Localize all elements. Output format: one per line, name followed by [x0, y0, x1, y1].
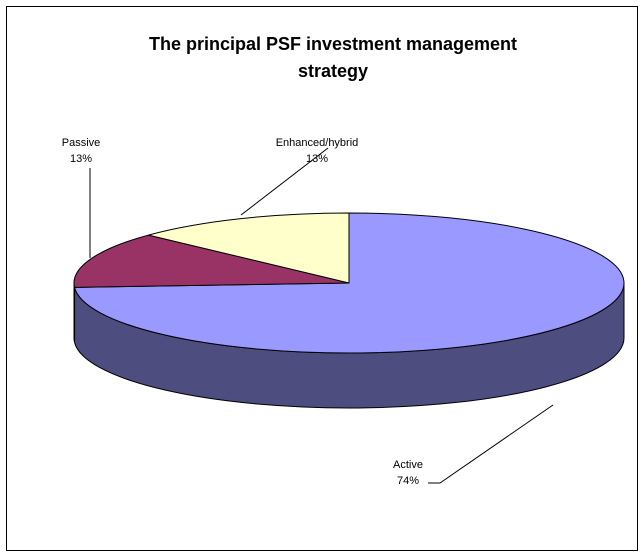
slice-label: Enhanced/hybrid	[276, 137, 359, 149]
slice-value-label: 74%	[397, 475, 419, 487]
pie-slice-side	[73, 282, 76, 343]
pie-tops	[73, 212, 625, 354]
leader-line	[428, 404, 554, 484]
slice-label: Passive	[62, 137, 101, 149]
pie	[73, 212, 625, 409]
leader-line	[240, 147, 329, 216]
slice-value-label: 13%	[306, 153, 328, 165]
chart-title: The principal PSF investment management	[149, 34, 517, 54]
slice-label: Active	[393, 459, 423, 471]
slice-value-label: 13%	[70, 153, 92, 165]
pie-slice	[148, 212, 350, 284]
chart-title: strategy	[298, 61, 368, 81]
pie-slice	[73, 234, 350, 288]
